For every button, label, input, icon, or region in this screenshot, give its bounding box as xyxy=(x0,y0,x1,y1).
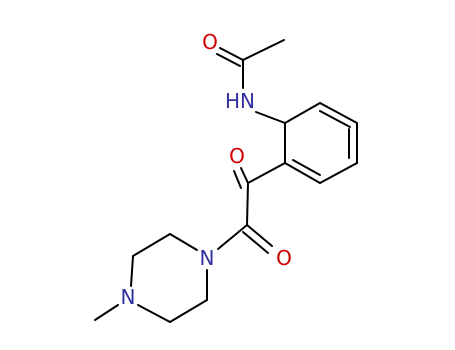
bond xyxy=(216,53,241,67)
bond xyxy=(217,224,248,250)
bond xyxy=(242,39,285,61)
bond xyxy=(240,167,249,184)
bond xyxy=(233,170,242,189)
atom-label: N xyxy=(121,285,136,309)
bond xyxy=(169,299,208,323)
atom-label: N xyxy=(200,246,215,270)
atom-label: HN xyxy=(225,89,255,113)
atom-label: O xyxy=(276,246,292,270)
bond xyxy=(94,304,119,321)
atom-label: O xyxy=(202,30,218,54)
bond xyxy=(319,102,358,124)
bond xyxy=(137,304,171,323)
bond xyxy=(246,224,273,247)
bonds xyxy=(94,39,358,323)
bond xyxy=(284,102,321,124)
bond xyxy=(219,47,244,61)
atom-label: O xyxy=(229,144,245,168)
bond xyxy=(130,255,134,287)
bond xyxy=(242,231,269,254)
bond xyxy=(247,162,286,184)
bond xyxy=(255,111,286,124)
bond xyxy=(319,110,351,128)
bond xyxy=(169,233,198,251)
bond xyxy=(246,182,249,226)
bond xyxy=(132,233,171,257)
bond xyxy=(319,162,358,184)
bond xyxy=(292,159,321,176)
bond xyxy=(284,162,321,184)
